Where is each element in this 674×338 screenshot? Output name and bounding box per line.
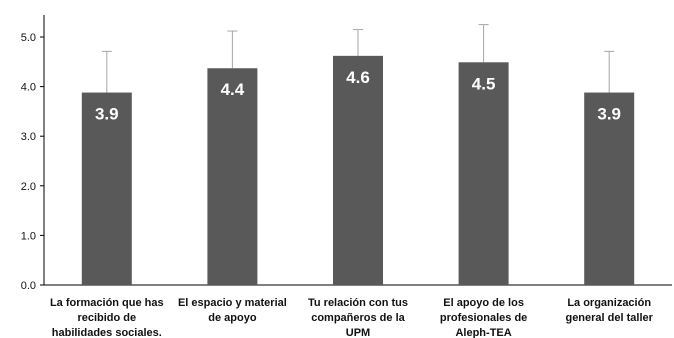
- x-category-label: El espacio y material: [178, 297, 287, 309]
- x-category-label: La formación que has: [50, 297, 164, 309]
- y-tick-label: 4.0: [21, 82, 36, 94]
- x-category-label: recibido de: [77, 312, 136, 324]
- y-tick-label: 5.0: [21, 32, 36, 44]
- x-category-label: La organización: [567, 297, 651, 309]
- data-label: 4.6: [346, 68, 370, 87]
- x-category-label: general del taller: [565, 312, 653, 324]
- bar: [333, 55, 383, 286]
- y-tick-label: 3.0: [21, 131, 36, 143]
- x-category-label: de apoyo: [208, 312, 257, 324]
- x-category-label: habilidades sociales.: [52, 327, 162, 338]
- y-tick-label: 1.0: [21, 230, 36, 242]
- bar: [81, 92, 132, 285]
- x-category-label: El apoyo de los: [443, 297, 524, 309]
- data-label: 4.4: [221, 80, 245, 99]
- x-category-label: compañeros de la: [311, 312, 405, 324]
- x-category-label: UPM: [346, 327, 370, 338]
- bar: [458, 62, 509, 285]
- bar: [584, 92, 635, 285]
- x-category-label: Tu relación con tus: [308, 297, 408, 309]
- x-category-label: Aleph-TEA: [455, 327, 511, 338]
- data-label: 4.5: [472, 74, 496, 93]
- data-label: 3.9: [597, 105, 621, 124]
- data-label: 3.9: [95, 105, 119, 124]
- y-tick-label: 2.0: [21, 181, 36, 193]
- bar: [207, 68, 258, 285]
- x-category-label: profesionales de: [440, 312, 527, 324]
- y-tick-label: 0.0: [21, 280, 36, 292]
